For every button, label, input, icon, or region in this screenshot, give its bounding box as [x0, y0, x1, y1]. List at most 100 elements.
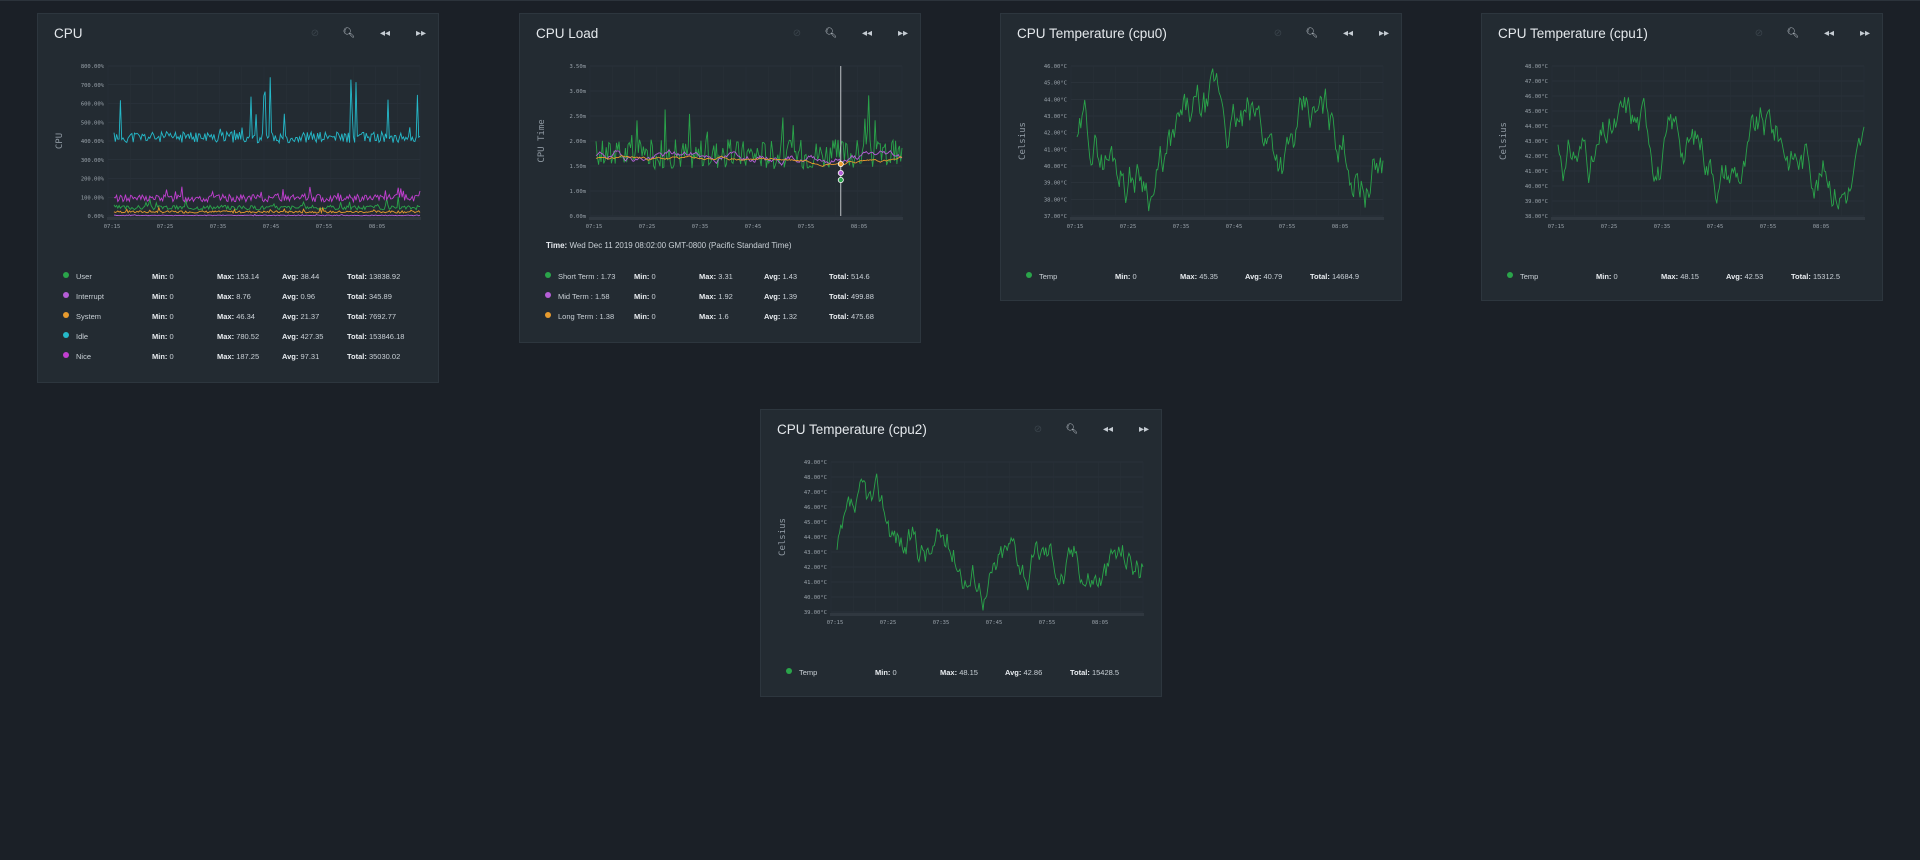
legend-row[interactable]: Interrupt Min: 0 Max: 8.76 Avg: 0.96 Total: …	[38, 286, 440, 306]
zoom-icon[interactable]: 🔍︎	[1786, 28, 1800, 39]
legend-max: Max: 1.92	[699, 292, 733, 301]
legend-avg: Avg: 427.35	[282, 332, 324, 341]
y-tick-label: 38.00°C	[1044, 197, 1067, 203]
legend-row[interactable]: User Min: 0 Max: 153.14 Avg: 38.44 Total: 13…	[38, 266, 440, 286]
legend-total: Total: 35030.02	[347, 352, 401, 361]
y-tick-label: 39.00°C	[804, 610, 827, 616]
legend-series-name: Interrupt	[76, 292, 104, 301]
y-axis-label: Celsius	[1499, 122, 1509, 160]
reset-zoom-icon[interactable]: ⊘	[310, 28, 320, 39]
fast-forward-icon[interactable]: ▸▸	[1378, 28, 1390, 39]
legend-min: Min: 0	[875, 668, 897, 677]
legend-series-name: Long Term : 1.38	[558, 312, 615, 321]
legend-row[interactable]: Short Term : 1.73 Min: 0 Max: 3.31 Avg: 1.4…	[520, 266, 922, 286]
zoom-icon[interactable]: 🔍︎	[342, 28, 356, 39]
legend-min: Min: 0	[152, 332, 174, 341]
y-tick-label: 0.00%	[87, 214, 104, 220]
rewind-icon[interactable]: ◂◂	[1102, 424, 1114, 435]
x-tick-label: 07:35	[1654, 224, 1671, 230]
legend-row[interactable]: Nice Min: 0 Max: 187.25 Avg: 97.31 Total: 35…	[38, 346, 440, 366]
cpu-load-chart[interactable]: CPU Time 0.00m 1.00m 1.50m 2.00m 2.50m 3.00m 3.…	[530, 58, 912, 248]
y-tick-label: 45.00°C	[804, 520, 827, 526]
cpu2-legend: Temp Min: 0 Max: 48.15 Avg: 42.86 Total: 154…	[761, 662, 1163, 682]
y-tick-label: 0.00m	[569, 214, 586, 220]
legend-total: Total: 15312.5	[1791, 272, 1841, 281]
legend-color-dot	[63, 332, 69, 338]
y-tick-label: 1.50m	[569, 164, 586, 170]
fast-forward-icon[interactable]: ▸▸	[1138, 424, 1150, 435]
rewind-icon[interactable]: ◂◂	[1342, 28, 1354, 39]
cpu1-legend: Temp Min: 0 Max: 48.15 Avg: 42.53 Total: 153…	[1482, 266, 1884, 286]
legend-min: Min: 0	[1115, 272, 1137, 281]
time-label: Time:	[546, 241, 568, 250]
cpu-chart[interactable]: CPU 0.00% 100.00% 200.00% 300.00% 400.00% 500.…	[48, 58, 430, 248]
zoom-icon[interactable]: 🔍︎	[1065, 424, 1079, 435]
legend-avg: Avg: 21.37	[282, 312, 320, 321]
panel-title: CPU Temperature (cpu2)	[777, 422, 927, 437]
rewind-icon[interactable]: ◂◂	[379, 28, 391, 39]
y-tick-label: 500.00%	[81, 120, 105, 126]
legend-max: Max: 48.15	[940, 668, 978, 677]
legend-total: Total: 499.88	[829, 292, 874, 301]
x-tick-label: 07:25	[157, 224, 174, 230]
y-tick-label: 43.00°C	[1044, 114, 1067, 120]
fast-forward-icon[interactable]: ▸▸	[897, 28, 909, 39]
series-line	[595, 95, 903, 171]
x-tick-label: 07:25	[1601, 224, 1618, 230]
y-tick-label: 37.00°C	[1044, 214, 1067, 220]
series-line	[1557, 97, 1865, 210]
reset-zoom-icon[interactable]: ⊘	[1754, 28, 1764, 39]
x-tick-label: 07:55	[316, 224, 333, 230]
rewind-icon[interactable]: ◂◂	[861, 28, 873, 39]
legend-row[interactable]: Temp Min: 0 Max: 48.15 Avg: 42.86 Total: 154…	[761, 662, 1163, 682]
legend-max: Max: 46.34	[217, 312, 255, 321]
series-line	[1076, 68, 1384, 212]
x-tick-label: 07:45	[1226, 224, 1243, 230]
rewind-icon[interactable]: ◂◂	[1823, 28, 1835, 39]
cpu-legend: User Min: 0 Max: 153.14 Avg: 38.44 Total: 13…	[38, 266, 440, 366]
y-tick-label: 43.00°C	[1525, 139, 1548, 145]
legend-max: Max: 3.31	[699, 272, 733, 281]
x-tick-label: 08:05	[851, 224, 868, 230]
legend-row[interactable]: Temp Min: 0 Max: 48.15 Avg: 42.53 Total: 153…	[1482, 266, 1884, 286]
legend-row[interactable]: Mid Term : 1.58 Min: 0 Max: 1.92 Avg: 1.39 T…	[520, 286, 922, 306]
legend-avg: Avg: 42.53	[1726, 272, 1764, 281]
legend-min: Min: 0	[634, 312, 656, 321]
legend-avg: Avg: 1.39	[764, 292, 798, 301]
legend-row[interactable]: Idle Min: 0 Max: 780.52 Avg: 427.35 Total: 1…	[38, 326, 440, 346]
x-tick-label: 07:15	[104, 224, 121, 230]
legend-total: Total: 7692.77	[347, 312, 397, 321]
x-tick-label: 07:15	[827, 620, 844, 626]
y-tick-label: 40.00°C	[1525, 184, 1548, 190]
legend-row[interactable]: System Min: 0 Max: 46.34 Avg: 21.37 Total: 7…	[38, 306, 440, 326]
y-tick-label: 44.00°C	[1044, 97, 1067, 103]
x-tick-label: 07:15	[1548, 224, 1565, 230]
panel-cpu1-temperature: CPU Temperature (cpu1) ⊘ 🔍︎ ◂◂ ▸▸ Celsiu…	[1481, 13, 1883, 301]
legend-series-name: Mid Term : 1.58	[558, 292, 610, 301]
legend-max: Max: 153.14	[217, 272, 260, 281]
reset-zoom-icon[interactable]: ⊘	[1033, 424, 1043, 435]
y-tick-label: 600.00%	[81, 102, 105, 108]
panel-title: CPU	[54, 26, 83, 41]
y-tick-label: 3.50m	[569, 64, 586, 70]
zoom-icon[interactable]: 🔍︎	[824, 28, 838, 39]
reset-zoom-icon[interactable]: ⊘	[1273, 28, 1283, 39]
series-line	[595, 155, 903, 168]
fast-forward-icon[interactable]: ▸▸	[1859, 28, 1871, 39]
x-tick-label: 08:05	[1092, 620, 1109, 626]
y-tick-label: 42.00°C	[1044, 131, 1067, 137]
legend-row[interactable]: Temp Min: 0 Max: 45.35 Avg: 40.79 Total: 146…	[1001, 266, 1403, 286]
cpu2-temperature-chart[interactable]: Celsius 39.00°C 40.00°C 41.00°C 42.00°C 43.00…	[771, 454, 1153, 644]
cpu1-temperature-chart[interactable]: Celsius 38.00°C 39.00°C 40.00°C 41.00°C 42.00…	[1492, 58, 1874, 248]
cpu0-temperature-chart[interactable]: Celsius 37.00°C 38.00°C 39.00°C 40.00°C 41.00…	[1011, 58, 1393, 248]
legend-total: Total: 13838.92	[347, 272, 401, 281]
y-tick-label: 100.00%	[81, 195, 105, 201]
legend-row[interactable]: Long Term : 1.38 Min: 0 Max: 1.6 Avg: 1.32 T…	[520, 306, 922, 326]
legend-total: Total: 514.6	[829, 272, 870, 281]
zoom-icon[interactable]: 🔍︎	[1305, 28, 1319, 39]
reset-zoom-icon[interactable]: ⊘	[792, 28, 802, 39]
y-tick-label: 2.00m	[569, 139, 586, 145]
legend-min: Min: 0	[634, 292, 656, 301]
series-line	[595, 149, 903, 166]
fast-forward-icon[interactable]: ▸▸	[415, 28, 427, 39]
